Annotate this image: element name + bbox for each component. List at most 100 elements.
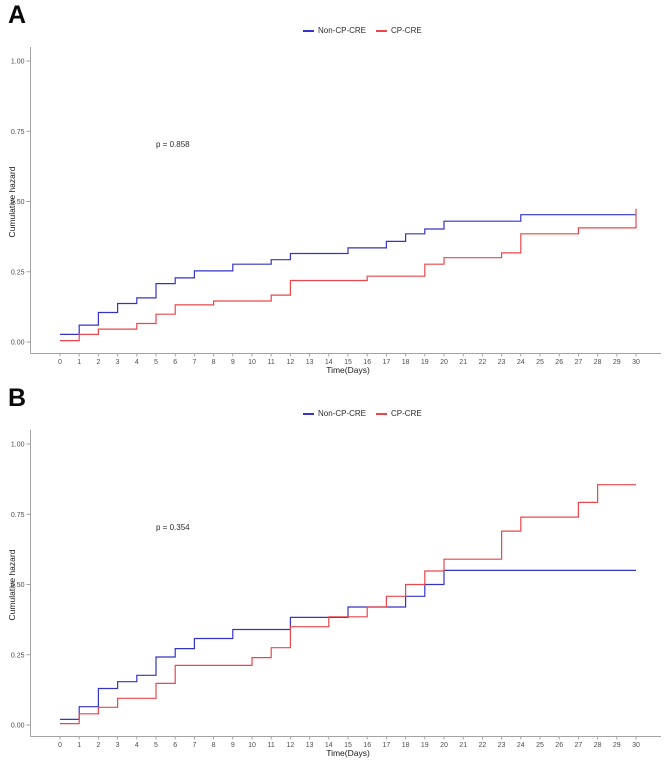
x-tick-label: 27 (575, 742, 583, 749)
panel-a-y-axis-title: Cumulative hazard (7, 166, 17, 238)
panel-a-letter: A (8, 1, 27, 29)
panel-b-y-axis-title: Cumulative hazard (7, 549, 17, 621)
y-tick-label: 0.50 (11, 582, 25, 589)
legend-label-non-cp-cre: Non-CP-CRE (318, 409, 367, 418)
x-tick-label: 1 (77, 359, 81, 366)
x-tick-label: 10 (248, 742, 256, 749)
x-tick-label: 8 (212, 742, 216, 749)
x-tick-label: 18 (402, 359, 410, 366)
cp-cre-line-icon (376, 29, 388, 32)
legend-label-non-cp-cre: Non-CP-CRE (318, 26, 367, 35)
panel-a-legend: Non-CP-CRE CP-CRE (303, 26, 422, 35)
y-tick-label: 0.75 (11, 512, 25, 519)
x-tick-label: 22 (479, 742, 487, 749)
x-tick-label: 29 (613, 359, 621, 366)
x-tick-label: 25 (536, 742, 544, 749)
x-tick-label: 17 (383, 359, 391, 366)
x-tick-label: 11 (268, 742, 275, 749)
x-tick-label: 27 (575, 359, 583, 366)
panel-b-x-axis-title: Time(Days) (326, 748, 370, 758)
legend-label-cp-cre: CP-CRE (391, 409, 422, 418)
x-tick-label: 8 (212, 359, 216, 366)
x-tick-label: 19 (421, 742, 429, 749)
x-tick-label: 14 (325, 742, 333, 749)
legend-item-non-cp-cre: Non-CP-CRE (303, 409, 366, 418)
legend-item-cp-cre: CP-CRE (376, 409, 422, 418)
x-tick-label: 10 (248, 359, 256, 366)
series-non-cp-cre (60, 569, 636, 720)
panel-a-chart: 0.000.250.500.751.000 1 2 3 4 5 6 7 8 9 10 11 12 13 14… (11, 47, 661, 366)
x-tick-label: 21 (459, 359, 467, 366)
x-tick-label: 16 (363, 359, 371, 366)
x-tick-label: 5 (154, 359, 158, 366)
x-tick-label: 7 (192, 359, 196, 366)
legend-label-cp-cre: CP-CRE (391, 26, 422, 35)
x-tick-label: 25 (536, 359, 544, 366)
x-tick-label: 22 (479, 359, 487, 366)
x-tick-label: 14 (325, 359, 333, 366)
x-tick-label: 30 (632, 742, 640, 749)
x-tick-label: 23 (498, 742, 506, 749)
x-tick-label: 30 (632, 359, 640, 366)
x-tick-label: 12 (287, 359, 295, 366)
panel-b: 0.00 0.25 0.50 0.75 1.00 0 1 2 3 4 5 6 7 8 9 10 11 12 13 14… (0, 383, 669, 765)
x-tick-label: 26 (555, 359, 563, 366)
legend-item-non-cp-cre: Non-CP-CRE (303, 26, 366, 35)
series-cp-cre (60, 484, 636, 725)
x-tick-label: 28 (594, 359, 602, 366)
x-tick-label: 0 (58, 359, 62, 366)
x-tick-label: 28 (594, 742, 602, 749)
x-tick-label: 17 (383, 742, 391, 749)
non-cp-cre-line-icon (303, 29, 314, 32)
x-tick-label: 12 (287, 742, 295, 749)
x-tick-label: 1 (77, 742, 81, 749)
x-tick-label: 19 (421, 359, 429, 366)
x-tick-label: 6 (173, 742, 177, 749)
x-tick-label: 9 (231, 742, 235, 749)
x-tick-label: 4 (135, 359, 139, 366)
x-tick-label: 6 (173, 359, 177, 366)
panel-b-letter: B (8, 384, 27, 412)
x-tick-label: 26 (555, 742, 563, 749)
x-tick-label: 18 (402, 742, 410, 749)
x-tick-label: 13 (306, 742, 314, 749)
panel-b-pvalue: p = 0.354 (156, 523, 190, 532)
panel-a: 0.00 0.25 0.50 0.75 1.00 0 1 2 3 4 5 6 7 8 9 10 11 12 13 14… (7, 1, 661, 375)
non-cp-cre-line-icon (303, 412, 314, 415)
y-tick-label: 0.00 (11, 340, 25, 347)
x-tick-label: 11 (268, 359, 275, 366)
y-tick-label: 0.25 (11, 652, 25, 659)
y-tick-label: 0.25 (11, 269, 25, 276)
x-tick-label: 20 (440, 742, 448, 749)
x-tick-label: 21 (459, 742, 467, 749)
x-tick-label: 24 (517, 359, 525, 366)
x-tick-label: 5 (154, 742, 158, 749)
axes (30, 47, 661, 354)
y-tick-label: 1.00 (11, 59, 25, 66)
x-tick-label: 7 (192, 742, 196, 749)
x-tick-label: 13 (306, 359, 314, 366)
panel-a-pvalue: p = 0.858 (156, 140, 190, 149)
y-tick-label: 0.50 (11, 199, 25, 206)
x-tick-label: 3 (116, 742, 120, 749)
axes (30, 430, 661, 737)
x-tick-label: 24 (517, 742, 525, 749)
panel-b-legend: Non-CP-CRE CP-CRE (303, 409, 422, 418)
legend-item-cp-cre: CP-CRE (376, 26, 422, 35)
x-tick-label: 9 (231, 359, 235, 366)
x-tick-label: 4 (135, 742, 139, 749)
y-tick-label: 1.00 (11, 442, 25, 449)
x-tick-label: 23 (498, 359, 506, 366)
x-tick-label: 0 (58, 742, 62, 749)
y-tick-label: 0.00 (11, 723, 25, 730)
cp-cre-line-icon (376, 412, 388, 415)
x-tick-label: 16 (363, 742, 371, 749)
series-cp-cre (60, 208, 637, 342)
x-tick-label: 2 (96, 359, 100, 366)
x-tick-label: 20 (440, 359, 448, 366)
y-tick-label: 0.75 (11, 129, 25, 136)
x-tick-label: 15 (344, 359, 352, 366)
x-tick-label: 15 (344, 742, 352, 749)
x-tick-label: 3 (116, 359, 120, 366)
